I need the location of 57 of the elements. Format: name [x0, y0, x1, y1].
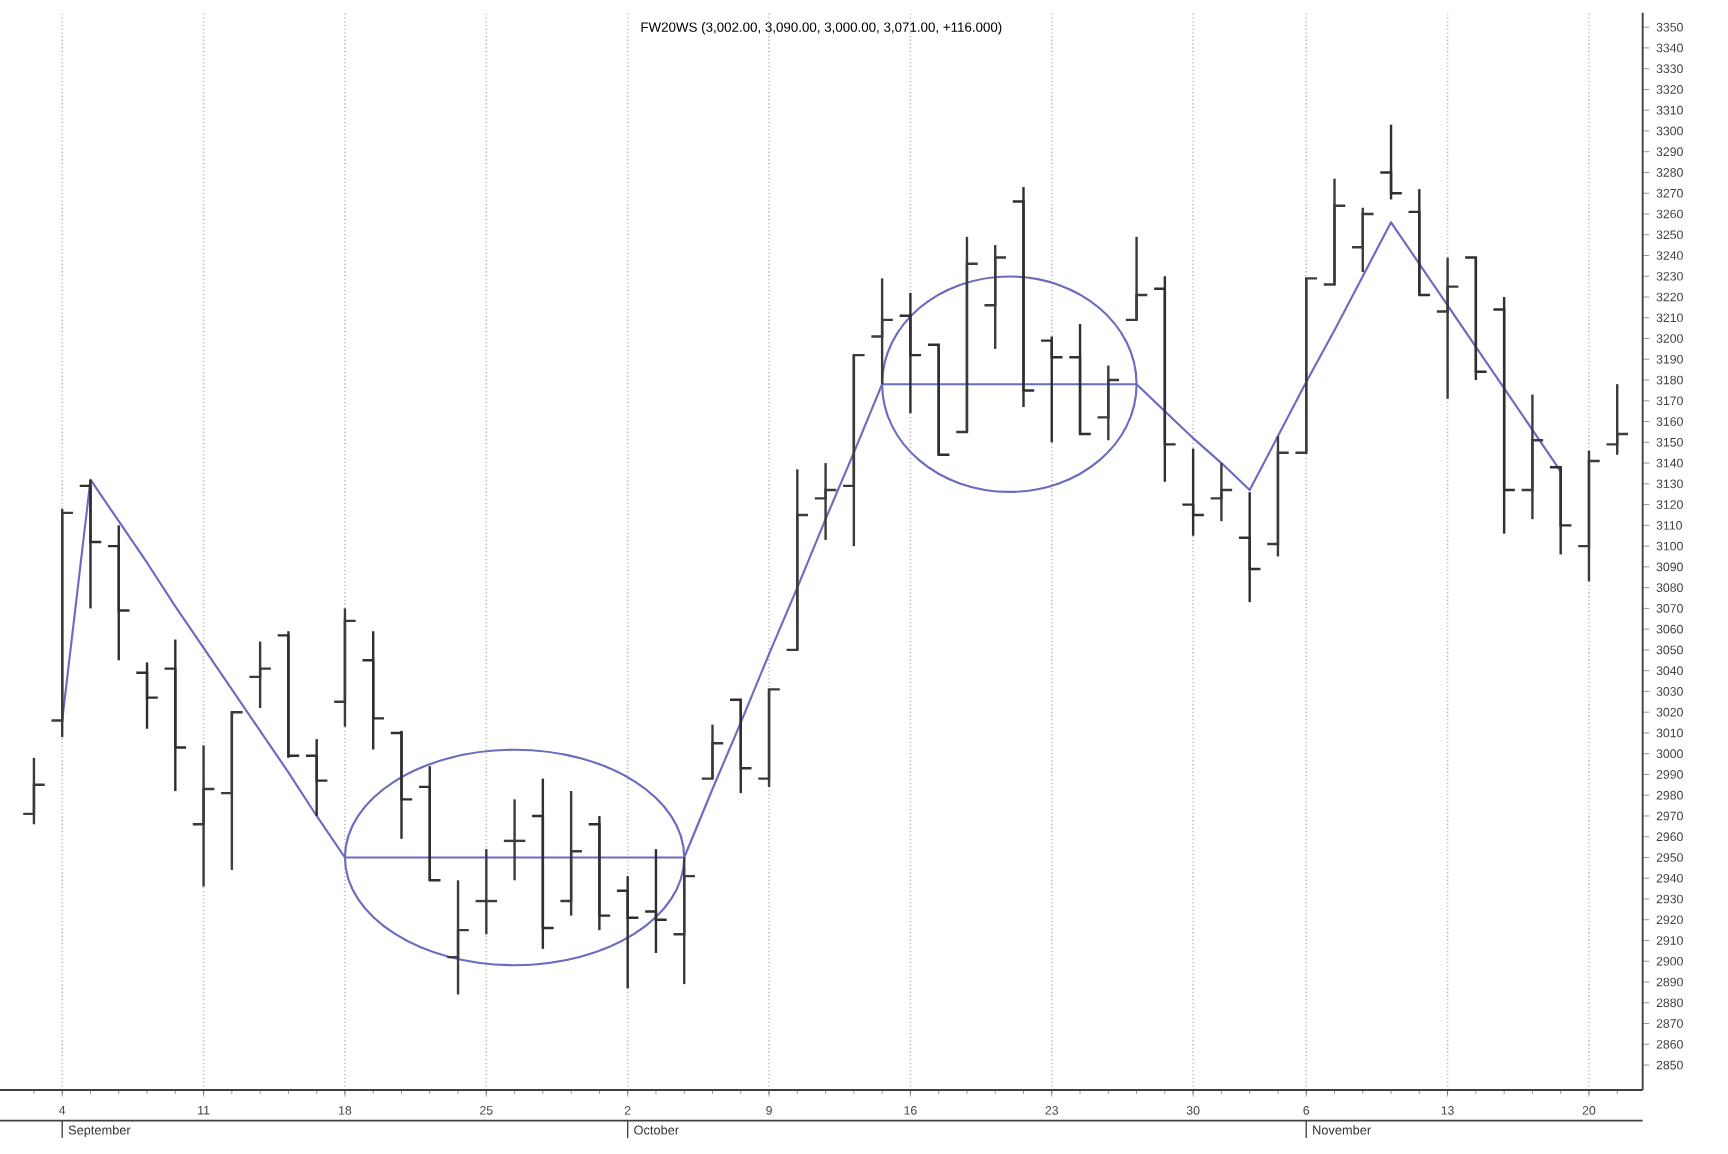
- candlestick: [841, 353, 866, 548]
- candlestick: [955, 235, 979, 434]
- candlestick: [1379, 123, 1403, 201]
- candlestick: [1152, 275, 1177, 483]
- candlestick: [1548, 466, 1573, 556]
- candlestick: [615, 874, 640, 990]
- candlestick: [248, 640, 273, 710]
- candlestick: [135, 661, 159, 730]
- candlestick: [1322, 177, 1347, 286]
- candlestick: [983, 243, 1008, 351]
- candlestick: [333, 607, 357, 728]
- candlestick: [1209, 461, 1234, 523]
- candlestick: [1350, 206, 1375, 274]
- candlestick: [870, 277, 895, 386]
- candlestick: [1605, 383, 1630, 456]
- candlestick: [502, 798, 527, 882]
- candlestick: [559, 789, 584, 917]
- candlestick: [417, 764, 442, 882]
- candlestick: [587, 814, 612, 932]
- candlestick: [926, 343, 951, 456]
- candlestick: [304, 737, 329, 818]
- candlestick: [1096, 364, 1121, 442]
- candlestick: [1435, 256, 1460, 400]
- candlestick: [1520, 393, 1545, 521]
- candlestick: [361, 630, 386, 751]
- candlestick: [1068, 322, 1092, 436]
- candlestick: [644, 847, 668, 955]
- candlestick: [1237, 490, 1262, 604]
- candlestick: [530, 777, 555, 951]
- candlestick: [785, 468, 810, 652]
- candlestick: [1011, 185, 1036, 409]
- candlestick: [700, 723, 725, 780]
- candlestick: [191, 744, 216, 888]
- candlestick: [1492, 295, 1517, 535]
- candlestick: [898, 291, 923, 415]
- candlestick: [50, 507, 75, 739]
- candlestick: [389, 729, 414, 840]
- candlestick: [672, 856, 697, 986]
- candlestick: [757, 688, 781, 789]
- candlestick: [78, 478, 103, 610]
- candlestick: [1463, 256, 1488, 382]
- candlestick: [219, 710, 244, 872]
- candlestick: [446, 879, 470, 996]
- candlestick: [1577, 449, 1601, 583]
- candlestick: [1181, 447, 1206, 537]
- candlestick: [163, 638, 188, 793]
- candlestick: [728, 698, 753, 795]
- candlestick: [276, 630, 301, 760]
- candlestick: [1124, 235, 1149, 322]
- candlestick: [22, 756, 46, 826]
- candlestick: [1407, 187, 1432, 297]
- candlestick: [813, 461, 838, 542]
- candlestick: [1294, 277, 1319, 454]
- candlestick: [1266, 434, 1290, 558]
- candlestick: [106, 524, 131, 662]
- candlestick: [1039, 335, 1064, 444]
- candlestick: [474, 847, 499, 936]
